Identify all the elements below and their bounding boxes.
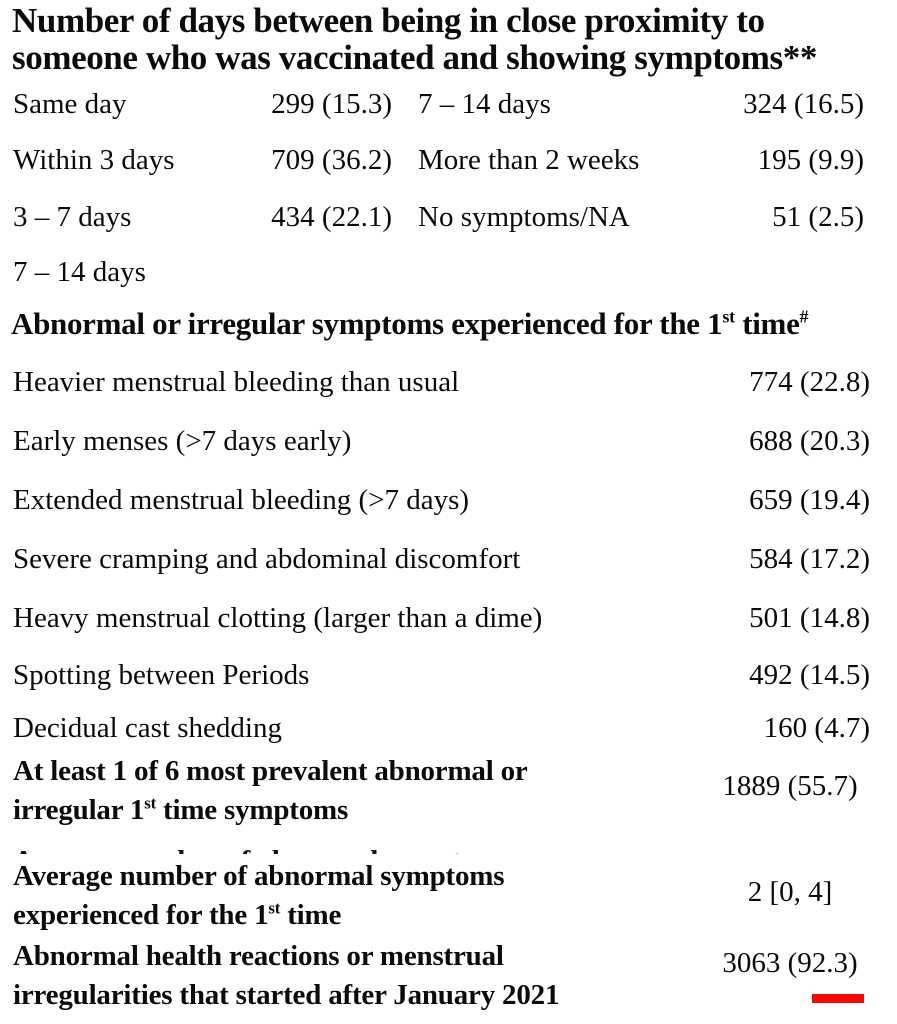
table-row: Decidual cast shedding 160 (4.7) xyxy=(0,712,897,752)
symptom-value: 501 (14.8) xyxy=(749,602,870,634)
table-row: Spotting between Periods 492 (14.5) xyxy=(0,659,897,699)
proximity-label: Within 3 days xyxy=(13,144,175,176)
superscript-st: st xyxy=(722,306,735,327)
summary-label: Average number of abnormal symptoms expe… xyxy=(13,857,505,935)
summary-label: At least 1 of 6 most prevalent abnormal … xyxy=(13,752,528,830)
proximity-value: 195 (9.9) xyxy=(757,144,864,176)
proximity-label: More than 2 weeks xyxy=(418,144,640,176)
table-row: Early menses (>7 days early) 688 (20.3) xyxy=(0,425,897,465)
symptom-value: 774 (22.8) xyxy=(749,366,870,398)
symptom-label: Decidual cast shedding xyxy=(13,712,282,744)
proximity-value: 709 (36.2) xyxy=(271,144,392,176)
proximity-value: 324 (16.5) xyxy=(743,88,864,120)
summary-label-line1: Abnormal health reactions or menstrual xyxy=(13,940,504,972)
symptoms-title-text: Abnormal or irregular symptoms experienc… xyxy=(11,306,723,341)
symptom-label: Early menses (>7 days early) xyxy=(13,425,352,457)
proximity-label: 7 – 14 days xyxy=(13,256,146,288)
proximity-title-line1: Number of days between being in close pr… xyxy=(12,1,765,40)
symptom-label: Extended menstrual bleeding (>7 days) xyxy=(13,484,470,516)
red-underline-highlight xyxy=(812,994,864,1003)
summary-label-line2: irregular 1st time symptoms xyxy=(13,793,349,826)
proximity-value: 299 (15.3) xyxy=(271,88,392,120)
table-row: 7 – 14 days xyxy=(0,256,897,296)
symptom-label: Heavier menstrual bleeding than usual xyxy=(13,366,460,398)
summary-value: 3063 (92.3) xyxy=(722,947,858,979)
proximity-section-title: Number of days between being in close pr… xyxy=(12,2,817,76)
proximity-value: 434 (22.1) xyxy=(271,201,392,233)
symptom-label: Heavy menstrual clotting (larger than a … xyxy=(13,602,543,634)
symptom-label: Spotting between Periods xyxy=(13,659,310,691)
proximity-label: 3 – 7 days xyxy=(13,201,132,233)
symptoms-title-text: time xyxy=(734,306,800,341)
summary-label-line2: experienced for the 1st time xyxy=(13,898,342,931)
superscript-st: st xyxy=(268,898,281,918)
symptom-label: Severe cramping and abdominal discomfort xyxy=(13,543,521,575)
summary-value: 2 [0, 4] xyxy=(747,876,833,908)
summary-label-line2: irregularities that started after Januar… xyxy=(13,979,560,1011)
clipped-text-artifact: Average number of abnormal symptoms xyxy=(13,843,713,854)
symptom-value: 492 (14.5) xyxy=(749,659,870,691)
symptom-value: 688 (20.3) xyxy=(749,425,870,457)
footnote-hash-marker: # xyxy=(799,306,809,327)
symptom-value: 584 (17.2) xyxy=(749,543,870,575)
summary-label: Abnormal health reactions or menstrual i… xyxy=(13,937,559,1015)
table-row: Within 3 days 709 (36.2) More than 2 wee… xyxy=(0,144,897,184)
proximity-label: Same day xyxy=(13,88,127,120)
superscript-st: st xyxy=(144,793,156,813)
table-row: Same day 299 (15.3) 7 – 14 days 324 (16.… xyxy=(0,88,897,128)
symptoms-section-title: Abnormal or irregular symptoms experienc… xyxy=(11,306,809,342)
proximity-label: No symptoms/NA xyxy=(418,201,630,233)
table-row: Heavy menstrual clotting (larger than a … xyxy=(0,602,897,642)
table-row: 3 – 7 days 434 (22.1) No symptoms/NA 51 … xyxy=(0,201,897,241)
table-row: Heavier menstrual bleeding than usual 77… xyxy=(0,366,897,406)
symptom-value: 160 (4.7) xyxy=(763,712,870,744)
proximity-label: 7 – 14 days xyxy=(418,88,551,120)
symptom-value: 659 (19.4) xyxy=(749,484,870,516)
table-row: Extended menstrual bleeding (>7 days) 65… xyxy=(0,484,897,524)
summary-label-line1: At least 1 of 6 most prevalent abnormal … xyxy=(13,755,528,787)
summary-label-line1: Average number of abnormal symptoms xyxy=(13,860,505,892)
table-row: Severe cramping and abdominal discomfort… xyxy=(0,543,897,583)
proximity-title-line2: someone who was vaccinated and showing s… xyxy=(12,38,817,77)
summary-value: 1889 (55.7) xyxy=(722,770,858,802)
proximity-value: 51 (2.5) xyxy=(772,201,864,233)
